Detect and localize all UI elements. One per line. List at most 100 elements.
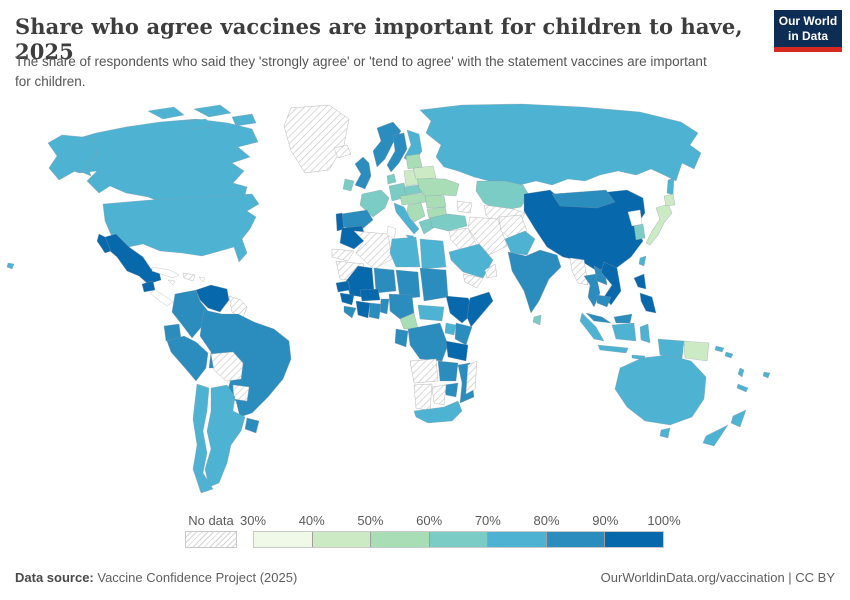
country-russia-sakhalin[interactable] — [666, 177, 675, 196]
country-burkina-faso[interactable] — [359, 288, 381, 302]
country-nz-north[interactable] — [730, 409, 747, 428]
legend-bin-30–40%[interactable] — [254, 532, 312, 547]
country-canada-arctic3[interactable] — [185, 118, 212, 130]
country-mongolia[interactable] — [551, 189, 616, 209]
country-japan-honshu[interactable] — [645, 203, 673, 246]
country-congo-gabon[interactable] — [394, 328, 409, 348]
country-usa-hawaii[interactable] — [6, 262, 15, 270]
country-uganda[interactable] — [444, 322, 457, 336]
legend-bin-90–100%[interactable] — [604, 532, 664, 547]
country-peru[interactable] — [166, 335, 209, 382]
legend-bin-50–60%[interactable] — [370, 532, 429, 547]
country-bolivia[interactable] — [210, 351, 244, 382]
country-south-africa[interactable] — [413, 400, 463, 424]
country-argentina[interactable] — [204, 384, 246, 488]
country-kenya[interactable] — [454, 322, 473, 346]
country-ghana[interactable] — [368, 302, 382, 320]
legend-bin-70–80%[interactable] — [487, 532, 546, 547]
country-tanzania[interactable] — [445, 340, 469, 362]
country-new-caledonia[interactable] — [736, 383, 749, 393]
country-indonesia-sulawesi[interactable] — [639, 323, 651, 344]
credit-link[interactable]: OurWorldinData.org/vaccination | CC BY — [600, 570, 835, 585]
country-greenland[interactable] — [283, 104, 350, 174]
country-zambia[interactable] — [437, 360, 459, 382]
legend-no-data-swatch[interactable] — [185, 531, 237, 548]
country-canada-arctic2[interactable] — [193, 104, 232, 118]
world-choropleth-map[interactable] — [0, 100, 850, 505]
country-philippines-luzon[interactable] — [633, 273, 647, 290]
country-indonesia-java[interactable] — [597, 344, 629, 354]
country-italy[interactable] — [393, 202, 420, 235]
country-libya[interactable] — [389, 236, 421, 268]
country-yemen[interactable] — [462, 273, 484, 289]
country-dr-congo[interactable] — [407, 322, 449, 362]
country-jamaica[interactable] — [167, 279, 176, 286]
country-caucasus[interactable] — [456, 200, 473, 214]
country-iceland[interactable] — [333, 144, 352, 159]
country-mexico[interactable] — [102, 233, 162, 285]
country-cuba[interactable] — [151, 266, 180, 279]
country-niger[interactable] — [373, 267, 397, 294]
country-india[interactable] — [507, 249, 562, 314]
country-car[interactable] — [417, 304, 445, 322]
country-canada-arctic4[interactable] — [231, 113, 257, 127]
country-botswana[interactable] — [431, 384, 447, 406]
country-egypt[interactable] — [419, 238, 447, 270]
country-sudan[interactable] — [419, 267, 449, 302]
country-baltics[interactable] — [405, 153, 423, 170]
country-japan-hokkaido[interactable] — [663, 193, 676, 207]
country-paraguay[interactable] — [232, 384, 250, 402]
country-malaysia[interactable] — [585, 312, 612, 324]
country-central-america[interactable] — [149, 289, 174, 307]
legend-bin-80–90%[interactable] — [545, 532, 605, 547]
country-north-korea[interactable] — [627, 209, 643, 227]
country-western-sahara[interactable] — [331, 248, 355, 262]
country-western-balkans[interactable] — [406, 202, 426, 223]
country-hispaniola[interactable] — [182, 272, 196, 282]
country-indonesia-kalimantan[interactable] — [611, 322, 637, 342]
country-turkey[interactable] — [429, 213, 468, 232]
country-taiwan[interactable] — [638, 255, 647, 267]
country-venezuela[interactable] — [195, 284, 230, 313]
country-indonesia-sumatra[interactable] — [579, 312, 605, 342]
country-ireland[interactable] — [342, 178, 355, 192]
country-angola[interactable] — [409, 358, 439, 384]
country-australia[interactable] — [614, 354, 707, 426]
legend-bin-60–70%[interactable] — [428, 532, 488, 547]
country-norway[interactable] — [372, 121, 402, 168]
country-puerto-rico[interactable] — [198, 276, 206, 283]
legend-bin-40–50%[interactable] — [311, 532, 371, 547]
country-uruguay[interactable] — [244, 417, 260, 434]
country-malaysia-borneo[interactable] — [613, 313, 633, 324]
country-ukraine[interactable] — [416, 177, 460, 197]
country-guatemala[interactable] — [141, 280, 156, 293]
country-canada-arctic1[interactable] — [147, 106, 185, 120]
country-belarus[interactable] — [412, 165, 437, 180]
country-usa[interactable] — [102, 193, 260, 263]
country-sierra-leone[interactable] — [343, 305, 357, 319]
country-mexico-baja[interactable] — [96, 233, 112, 254]
country-ivory-coast[interactable] — [355, 300, 371, 319]
country-cambodia[interactable] — [596, 294, 612, 308]
country-solomon-1[interactable] — [714, 345, 725, 353]
country-nz-south[interactable] — [702, 424, 729, 447]
country-fiji[interactable] — [762, 371, 771, 379]
country-solomon-2[interactable] — [724, 351, 734, 359]
country-guianas[interactable] — [228, 295, 248, 321]
country-uk[interactable] — [354, 156, 372, 190]
country-somalia[interactable] — [466, 291, 494, 328]
country-brazil[interactable] — [199, 309, 292, 418]
country-usa-alaska[interactable] — [47, 134, 98, 181]
country-myanmar[interactable] — [569, 257, 589, 286]
country-sweden[interactable] — [386, 132, 408, 173]
country-australia-tasmania[interactable] — [659, 427, 671, 439]
country-sri-lanka[interactable] — [532, 314, 542, 326]
country-denmark[interactable] — [386, 173, 397, 185]
country-madagascar[interactable] — [465, 360, 478, 395]
country-russia[interactable] — [419, 103, 702, 186]
country-namibia[interactable] — [413, 383, 433, 412]
country-senegal[interactable] — [335, 280, 351, 293]
country-chile[interactable] — [192, 383, 214, 494]
country-kazakhstan[interactable] — [475, 180, 530, 212]
country-pakistan[interactable] — [504, 230, 536, 256]
